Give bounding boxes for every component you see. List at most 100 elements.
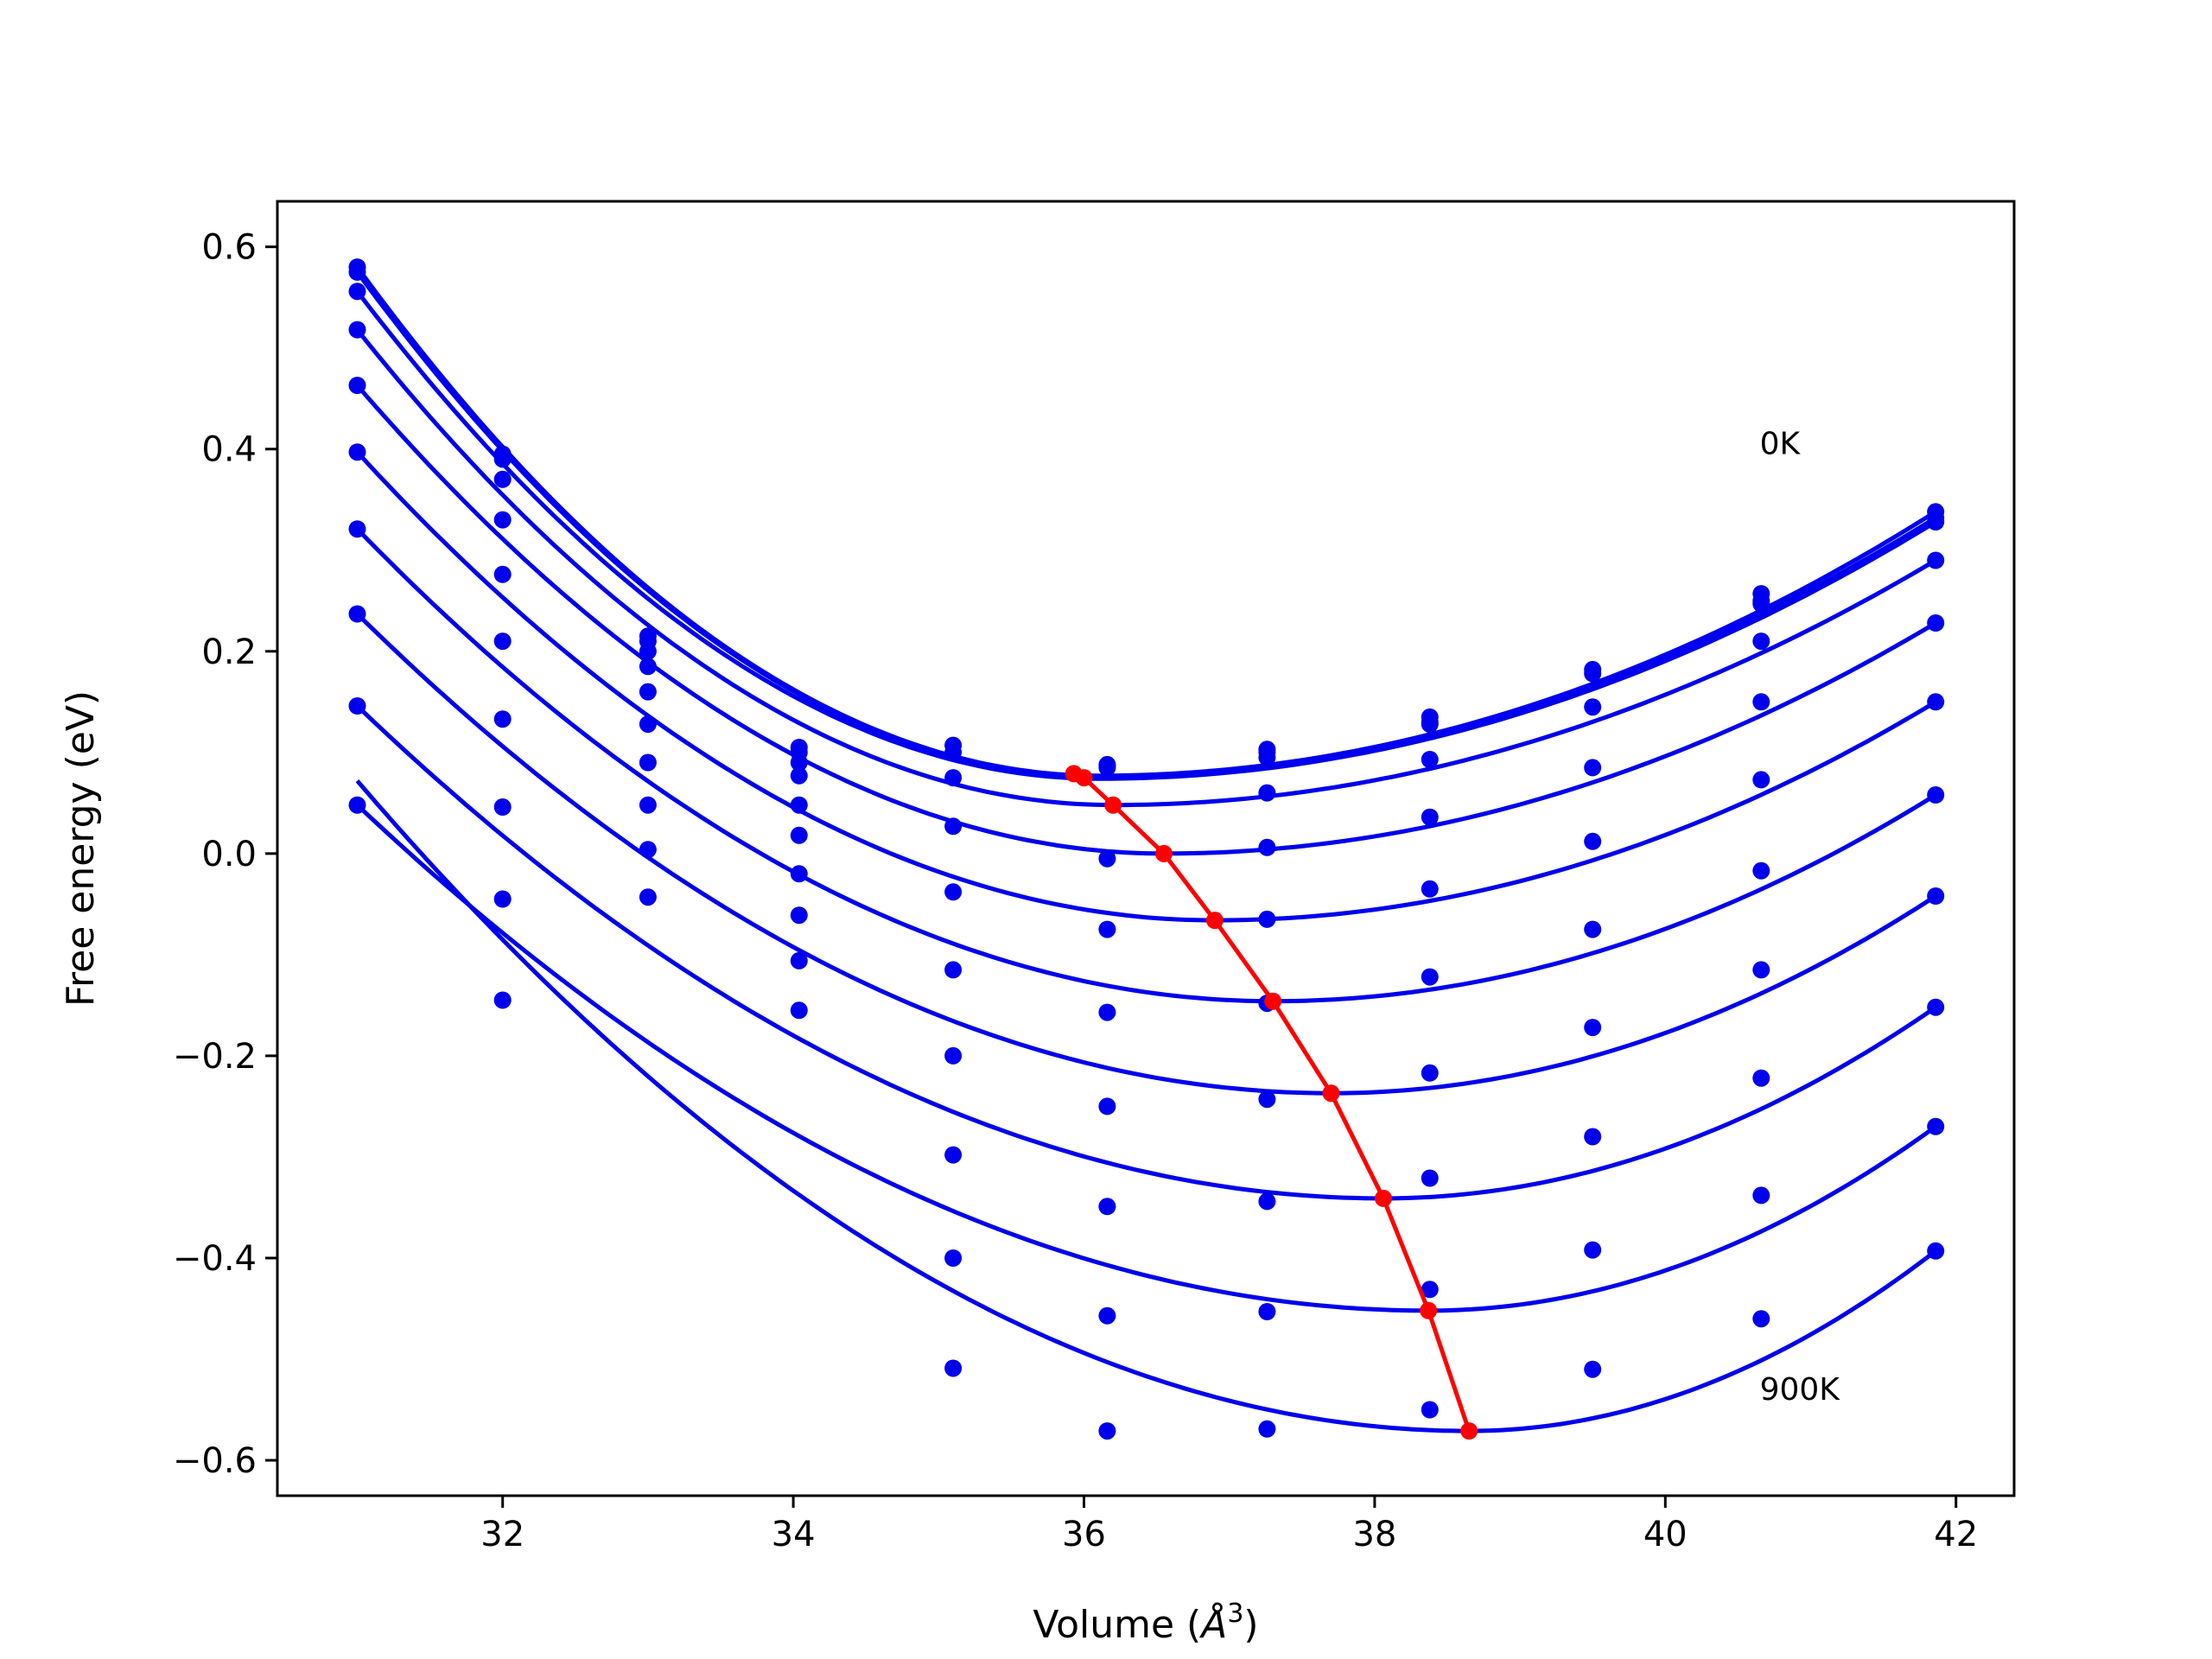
- annotation-900k: 900K: [1760, 1372, 1841, 1408]
- y-tick-label-4: −0.2: [173, 1037, 257, 1077]
- data-point-s7-v9: [1752, 961, 1770, 979]
- data-point-s9-v10: [1927, 1117, 1945, 1135]
- data-point-s3-v5: [1098, 849, 1116, 868]
- data-point-s5-v0: [348, 443, 366, 461]
- data-point-s9-v2: [639, 888, 657, 906]
- data-point-s3-v1: [493, 511, 512, 529]
- data-point-s8-v7: [1421, 1169, 1439, 1187]
- data-point-s3-v0: [348, 321, 366, 339]
- data-point-s8-v10: [1927, 998, 1945, 1016]
- data-point-s6-v9: [1752, 861, 1770, 880]
- data-point-s3-v6: [1258, 784, 1276, 802]
- data-point-s5-v10: [1927, 693, 1945, 711]
- data-point-s4-v2: [639, 683, 657, 701]
- x-tick-label-40: 40: [1643, 1515, 1688, 1554]
- data-point-s5-v6: [1258, 910, 1276, 928]
- y-axis-label: Free energy (eV): [59, 690, 103, 1007]
- data-point-s5-v3: [790, 826, 808, 844]
- data-point-s2-v6: [1258, 748, 1276, 766]
- data-point-s2-v10: [1927, 513, 1945, 531]
- minimum-point-9: [1460, 1422, 1478, 1440]
- data-point-s8-v1: [493, 890, 512, 908]
- data-point-s4-v0: [348, 377, 366, 394]
- x-tick-label-32: 32: [480, 1515, 524, 1554]
- fit-curve-6: [355, 527, 1937, 1004]
- data-point-s10-v9: [1752, 1310, 1770, 1328]
- data-point-s3-v8: [1584, 759, 1602, 777]
- data-point-s1-v0: [348, 263, 366, 281]
- fit-curve-8: [355, 704, 1937, 1201]
- data-point-s2-v4: [944, 769, 963, 787]
- data-point-s7-v4: [944, 1146, 963, 1164]
- fit-curve-9: [355, 803, 1937, 1313]
- data-point-s10-v6: [1258, 1420, 1276, 1438]
- data-point-s2-v5: [1098, 755, 1116, 773]
- data-point-s2-v3: [790, 753, 808, 772]
- y-tick-label-5: −0.4: [173, 1239, 257, 1279]
- plot-layer: [348, 258, 1945, 1440]
- data-point-s2-v7: [1421, 715, 1439, 734]
- fit-curve-3: [355, 328, 1937, 808]
- y-tick-label-2: 0.2: [201, 632, 257, 672]
- data-point-s4-v5: [1098, 920, 1116, 938]
- y-tick-label-0: 0.6: [201, 228, 257, 268]
- data-point-s5-v7: [1421, 880, 1439, 898]
- data-point-s6-v8: [1584, 1019, 1602, 1037]
- data-point-s7-v6: [1258, 1090, 1276, 1109]
- data-point-s2-v9: [1752, 594, 1770, 613]
- data-point-s9-v3: [790, 1001, 808, 1020]
- x-axis-label-main: Volume (: [1033, 1603, 1201, 1647]
- data-point-s2-v1: [493, 470, 512, 488]
- plot-frame: [276, 200, 2016, 1497]
- data-point-s7-v10: [1927, 887, 1945, 905]
- data-point-s5-v8: [1584, 920, 1602, 938]
- data-point-s8-v2: [639, 841, 657, 859]
- x-axis-label-exponent: 3: [1227, 1599, 1243, 1629]
- data-point-s9-v6: [1258, 1303, 1276, 1320]
- data-point-s8-v6: [1258, 1192, 1276, 1211]
- data-point-s4-v4: [944, 883, 963, 901]
- data-point-s9-v8: [1584, 1360, 1602, 1378]
- data-point-s2-v8: [1584, 698, 1602, 716]
- data-point-s3-v4: [944, 817, 963, 836]
- fit-curve-4: [355, 384, 1937, 856]
- data-point-s9-v0: [348, 796, 366, 814]
- minimum-point-8: [1420, 1301, 1438, 1319]
- data-point-s7-v8: [1584, 1128, 1602, 1146]
- minimum-point-5: [1264, 992, 1282, 1010]
- data-point-s6-v0: [348, 520, 366, 538]
- data-point-s3-v3: [790, 766, 808, 785]
- data-point-s2-v0: [348, 283, 366, 301]
- data-point-s5-v1: [493, 632, 512, 651]
- data-point-s10-v10: [1927, 1242, 1945, 1260]
- y-tick-label-6: −0.6: [173, 1441, 257, 1481]
- data-point-s6-v3: [790, 865, 808, 883]
- data-point-s4-v7: [1421, 808, 1439, 826]
- data-point-s3-v10: [1927, 551, 1945, 569]
- data-point-s6-v4: [944, 1046, 963, 1065]
- data-point-s9-v9: [1752, 1186, 1770, 1205]
- data-point-s3-v7: [1421, 751, 1439, 768]
- x-tick-label-34: 34: [772, 1515, 816, 1554]
- x-axis-label: Volume (Å3): [1033, 1599, 1258, 1647]
- data-point-s4-v10: [1927, 614, 1945, 632]
- data-point-s1-v8: [1584, 664, 1602, 683]
- x-axis-label-unit: Å: [1198, 1601, 1227, 1647]
- minimum-point-2: [1104, 796, 1122, 814]
- data-point-s4-v1: [493, 565, 512, 583]
- data-point-s1-v4: [944, 743, 963, 761]
- data-point-s6-v2: [639, 753, 657, 772]
- data-point-s4-v9: [1752, 693, 1770, 711]
- data-point-s9-v1: [493, 991, 512, 1009]
- data-point-s7-v5: [1098, 1198, 1116, 1216]
- minimum-point-4: [1205, 912, 1224, 930]
- data-point-s4-v8: [1584, 832, 1602, 850]
- data-point-s7-v3: [790, 906, 808, 925]
- data-point-s8-v9: [1752, 1069, 1770, 1087]
- minimum-path-line: [1072, 772, 1471, 1432]
- data-point-s10-v7: [1421, 1401, 1439, 1419]
- minimum-point-1: [1075, 769, 1093, 787]
- data-point-s5-v9: [1752, 771, 1770, 789]
- minimum-point-3: [1155, 844, 1173, 862]
